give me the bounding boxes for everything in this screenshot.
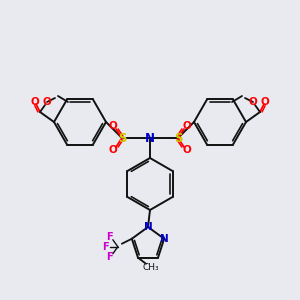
Text: O: O [109, 145, 117, 155]
Text: F: F [103, 242, 109, 252]
Text: N: N [144, 222, 152, 232]
Text: F: F [106, 232, 113, 242]
Text: O: O [249, 97, 257, 107]
Text: F: F [106, 252, 113, 262]
Text: O: O [183, 121, 191, 131]
Text: O: O [183, 145, 191, 155]
Text: O: O [109, 121, 117, 131]
Text: CH₃: CH₃ [143, 263, 159, 272]
Text: O: O [261, 97, 269, 107]
Text: O: O [43, 97, 51, 107]
Text: N: N [145, 131, 155, 145]
Text: S: S [174, 131, 182, 145]
Text: N: N [160, 234, 169, 244]
Text: S: S [118, 131, 126, 145]
Text: O: O [31, 97, 39, 107]
